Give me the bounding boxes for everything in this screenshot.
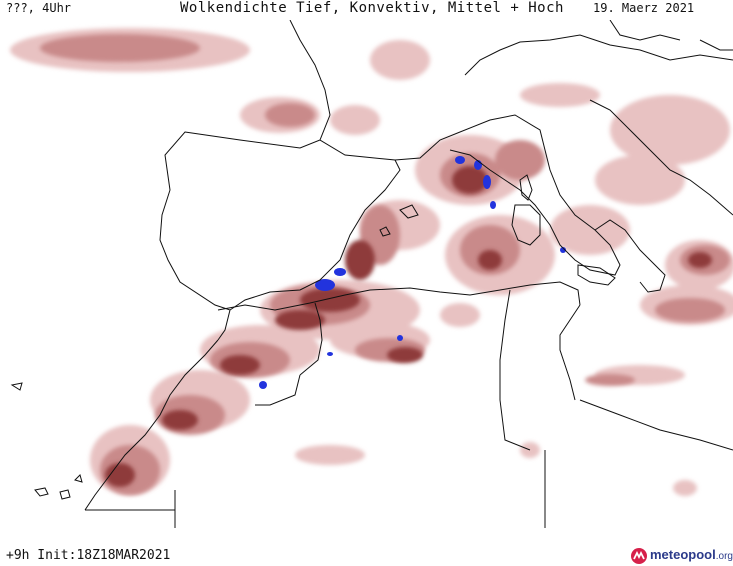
cloud-layer-dark xyxy=(105,166,712,487)
coastlines xyxy=(10,19,733,528)
meteopool-logo-icon xyxy=(631,548,647,564)
meteopool-logo[interactable]: meteopool.org xyxy=(630,546,733,566)
footer-bar: +9h Init:18Z18MAR2021 meteopool.org xyxy=(0,540,733,566)
init-time-label: +9h Init:18Z18MAR2021 xyxy=(6,548,171,563)
cloud-layer-mid xyxy=(40,34,730,495)
logo-text: meteopool.org xyxy=(650,547,733,562)
valid-time-label: ???, 4Uhr xyxy=(6,1,72,15)
header-bar: ???, 4Uhr Wolkendichte Tief, Konvektiv, … xyxy=(0,0,733,20)
forecast-date: 19. Maerz 2021 xyxy=(593,1,695,15)
map-canvas xyxy=(10,19,733,528)
map-title: Wolkendichte Tief, Konvektiv, Mittel + H… xyxy=(180,0,564,16)
cloud-density-map xyxy=(0,19,733,528)
